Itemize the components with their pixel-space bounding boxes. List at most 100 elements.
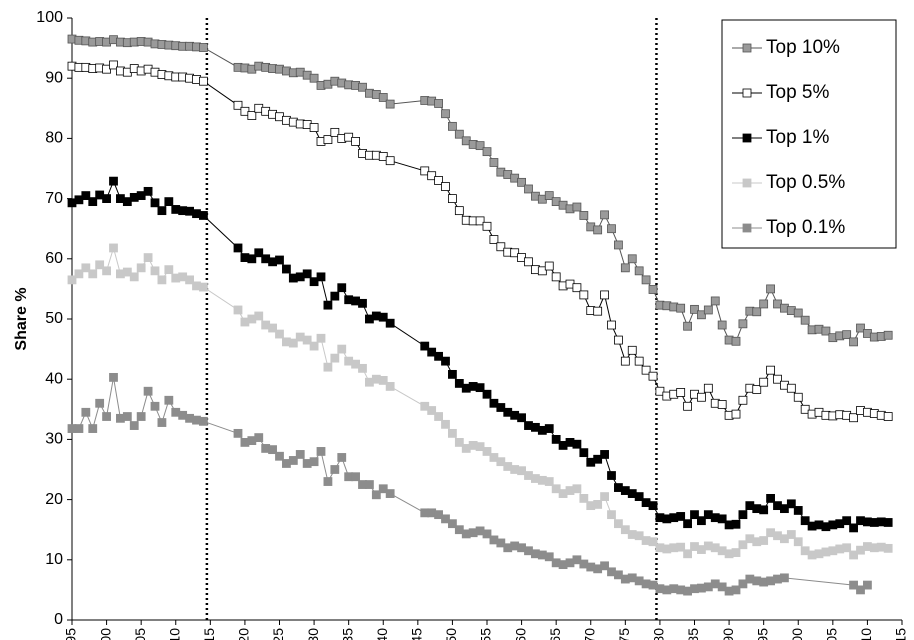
- data-point: [614, 240, 623, 250]
- data-point: [385, 99, 395, 109]
- data-point: [81, 191, 91, 200]
- data-point: [641, 275, 651, 285]
- data-point: [648, 371, 658, 381]
- data-point: [524, 184, 533, 194]
- data-point: [420, 341, 430, 351]
- data-point: [697, 516, 706, 526]
- data-point: [309, 277, 319, 287]
- data-point: [620, 525, 630, 535]
- data-point: [150, 401, 160, 411]
- data-point: [842, 516, 852, 526]
- x-tick-label: 1980: [651, 628, 667, 640]
- data-point: [648, 537, 658, 547]
- data-point: [759, 505, 769, 515]
- data-point: [109, 60, 118, 70]
- data-point: [738, 395, 748, 405]
- data-point: [676, 542, 686, 552]
- data-point: [427, 171, 437, 181]
- x-tick-label: 1910: [166, 628, 182, 640]
- data-point: [544, 261, 554, 271]
- data-point: [849, 580, 858, 590]
- data-point: [122, 412, 132, 421]
- data-point: [600, 561, 609, 571]
- data-point: [731, 409, 741, 419]
- data-point: [330, 353, 340, 363]
- data-point: [150, 198, 160, 208]
- data-point: [676, 388, 686, 397]
- data-point: [786, 530, 796, 539]
- data-point: [378, 484, 388, 494]
- data-point: [199, 282, 208, 292]
- data-point: [309, 123, 319, 132]
- data-point: [365, 480, 374, 489]
- data-point: [316, 333, 326, 343]
- data-point: [883, 543, 893, 553]
- x-tick-label: 1935: [339, 628, 355, 640]
- x-tick-label: 1965: [547, 628, 563, 640]
- data-point: [482, 221, 492, 231]
- legend-label: Top 0.1%: [766, 217, 845, 238]
- x-tick-label: 2015: [893, 628, 909, 640]
- data-point: [551, 484, 561, 494]
- x-tick-label: 1900: [97, 628, 113, 640]
- data-point: [323, 477, 333, 486]
- data-point: [856, 323, 865, 333]
- data-point: [337, 283, 347, 293]
- x-tick-label: 1920: [236, 628, 252, 640]
- legend-label: Top 10%: [766, 37, 840, 58]
- data-point: [74, 424, 84, 433]
- data-point: [295, 450, 305, 459]
- data-point: [793, 308, 803, 318]
- data-point: [883, 412, 893, 421]
- data-point: [268, 323, 277, 333]
- data-point: [510, 248, 520, 258]
- legend-marker: [742, 43, 752, 53]
- data-point: [648, 285, 658, 294]
- data-point: [282, 264, 291, 274]
- x-tick-label: 2000: [789, 628, 805, 640]
- data-point: [849, 550, 858, 560]
- data-point: [683, 519, 692, 529]
- data-point: [731, 585, 741, 595]
- data-point: [385, 156, 395, 166]
- data-point: [634, 531, 644, 541]
- y-tick-label: 90: [45, 69, 63, 86]
- data-point: [302, 269, 312, 279]
- data-point: [572, 484, 582, 494]
- data-point: [454, 438, 464, 447]
- legend-marker: [742, 178, 752, 188]
- x-tick-label: 2010: [858, 628, 874, 640]
- data-point: [441, 109, 450, 119]
- data-point: [309, 341, 319, 351]
- x-tick-label: 1970: [581, 628, 597, 640]
- data-point: [109, 372, 118, 382]
- data-point: [544, 424, 554, 433]
- data-point: [122, 267, 132, 277]
- data-point: [697, 310, 706, 320]
- x-tick-label: 1940: [374, 628, 390, 640]
- data-point: [544, 552, 554, 562]
- data-point: [378, 312, 388, 322]
- data-point: [330, 465, 340, 474]
- data-point: [157, 206, 167, 216]
- data-point: [475, 216, 485, 226]
- y-tick-label: 100: [36, 9, 63, 26]
- legend-marker: [742, 88, 752, 98]
- data-point: [247, 254, 257, 264]
- data-point: [157, 418, 167, 427]
- data-point: [683, 549, 692, 559]
- data-point: [136, 263, 146, 273]
- data-point: [254, 248, 264, 258]
- data-point: [268, 445, 277, 455]
- data-point: [233, 428, 243, 438]
- data-point: [883, 330, 893, 340]
- data-point: [766, 493, 775, 503]
- data-point: [482, 529, 492, 539]
- data-point: [627, 345, 637, 355]
- y-tick-label: 10: [45, 551, 63, 568]
- data-point: [323, 135, 333, 145]
- y-tick-label: 70: [45, 190, 63, 207]
- data-point: [517, 177, 526, 187]
- data-point: [703, 383, 713, 393]
- data-point: [759, 377, 769, 387]
